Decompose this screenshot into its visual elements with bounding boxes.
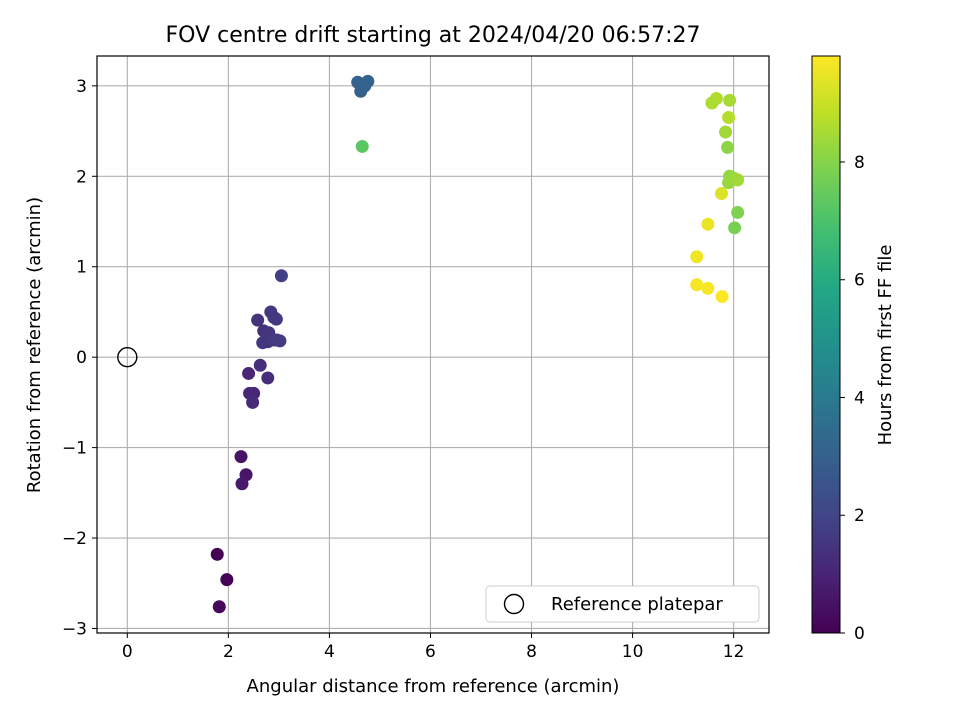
data-point: [728, 221, 742, 235]
grid-lines: [97, 56, 769, 633]
x-tick-label: 8: [526, 642, 537, 662]
y-tick-label: −1: [62, 439, 87, 459]
chart-title: FOV centre drift starting at 2024/04/20 …: [166, 23, 701, 48]
y-tick-label: −2: [62, 529, 87, 549]
y-tick-label: 3: [76, 77, 87, 97]
data-point: [234, 450, 248, 464]
data-point: [242, 366, 256, 380]
data-point: [253, 358, 267, 372]
data-point: [731, 205, 745, 219]
reference-platepar-marker: [117, 346, 138, 368]
plot-frame: [96, 55, 770, 634]
legend: Reference platepar: [485, 585, 760, 623]
data-point: [719, 125, 733, 139]
data-point: [274, 269, 288, 283]
legend-reference-marker: [503, 593, 525, 615]
x-tick-label: 0: [122, 642, 133, 662]
plot-background: [97, 56, 769, 633]
colorbar-tick-label: 2: [854, 506, 865, 526]
data-point: [723, 93, 737, 107]
colorbar: 0 2 4 6 8 Hours from first FF file: [811, 55, 896, 644]
colorbar-tick-label: 6: [854, 271, 865, 291]
data-point: [361, 74, 375, 88]
x-tick-label: 10: [622, 642, 644, 662]
colorbar-label: Hours from first FF file: [875, 245, 896, 446]
x-tick-label: 4: [324, 642, 335, 662]
data-point: [721, 140, 735, 154]
data-point: [220, 573, 234, 587]
data-point: [261, 371, 275, 385]
colorbar-tick-label: 8: [854, 153, 865, 173]
legend-box: [485, 585, 760, 623]
colorbar-tick-label: 4: [854, 388, 865, 408]
y-tick-label: 1: [76, 258, 87, 278]
y-tick-label: 0: [76, 348, 87, 368]
data-point: [722, 110, 736, 124]
data-point: [709, 92, 723, 106]
data-point: [715, 186, 729, 200]
y-tick-label: 2: [76, 167, 87, 187]
data-point: [273, 334, 287, 348]
data-point: [701, 217, 715, 231]
reference-layer: [117, 346, 138, 368]
data-point: [715, 290, 729, 304]
legend-entry-reference-platepar: Reference platepar: [551, 594, 723, 615]
colorbar-gradient: [811, 55, 841, 634]
data-point: [210, 547, 224, 561]
data-point: [690, 278, 704, 292]
y-axis-label: Rotation from reference (arcmin): [24, 197, 45, 493]
data-point: [355, 139, 369, 153]
data-point: [690, 250, 704, 264]
colorbar-tick-label: 0: [854, 624, 865, 644]
data-point: [251, 313, 265, 327]
x-tick-label: 2: [223, 642, 234, 662]
x-tick-label: 6: [425, 642, 436, 662]
y-tick-label: −3: [62, 619, 87, 639]
data-points: [210, 74, 745, 614]
data-point: [246, 395, 260, 409]
x-axis-label: Angular distance from reference (arcmin): [247, 676, 620, 697]
data-point: [235, 477, 249, 491]
data-point: [269, 312, 283, 326]
x-tick-label: 12: [723, 642, 745, 662]
data-point: [701, 281, 715, 295]
colorbar-ticks: 0 2 4 6 8: [840, 153, 865, 644]
data-point: [731, 173, 745, 187]
data-point: [212, 600, 226, 614]
